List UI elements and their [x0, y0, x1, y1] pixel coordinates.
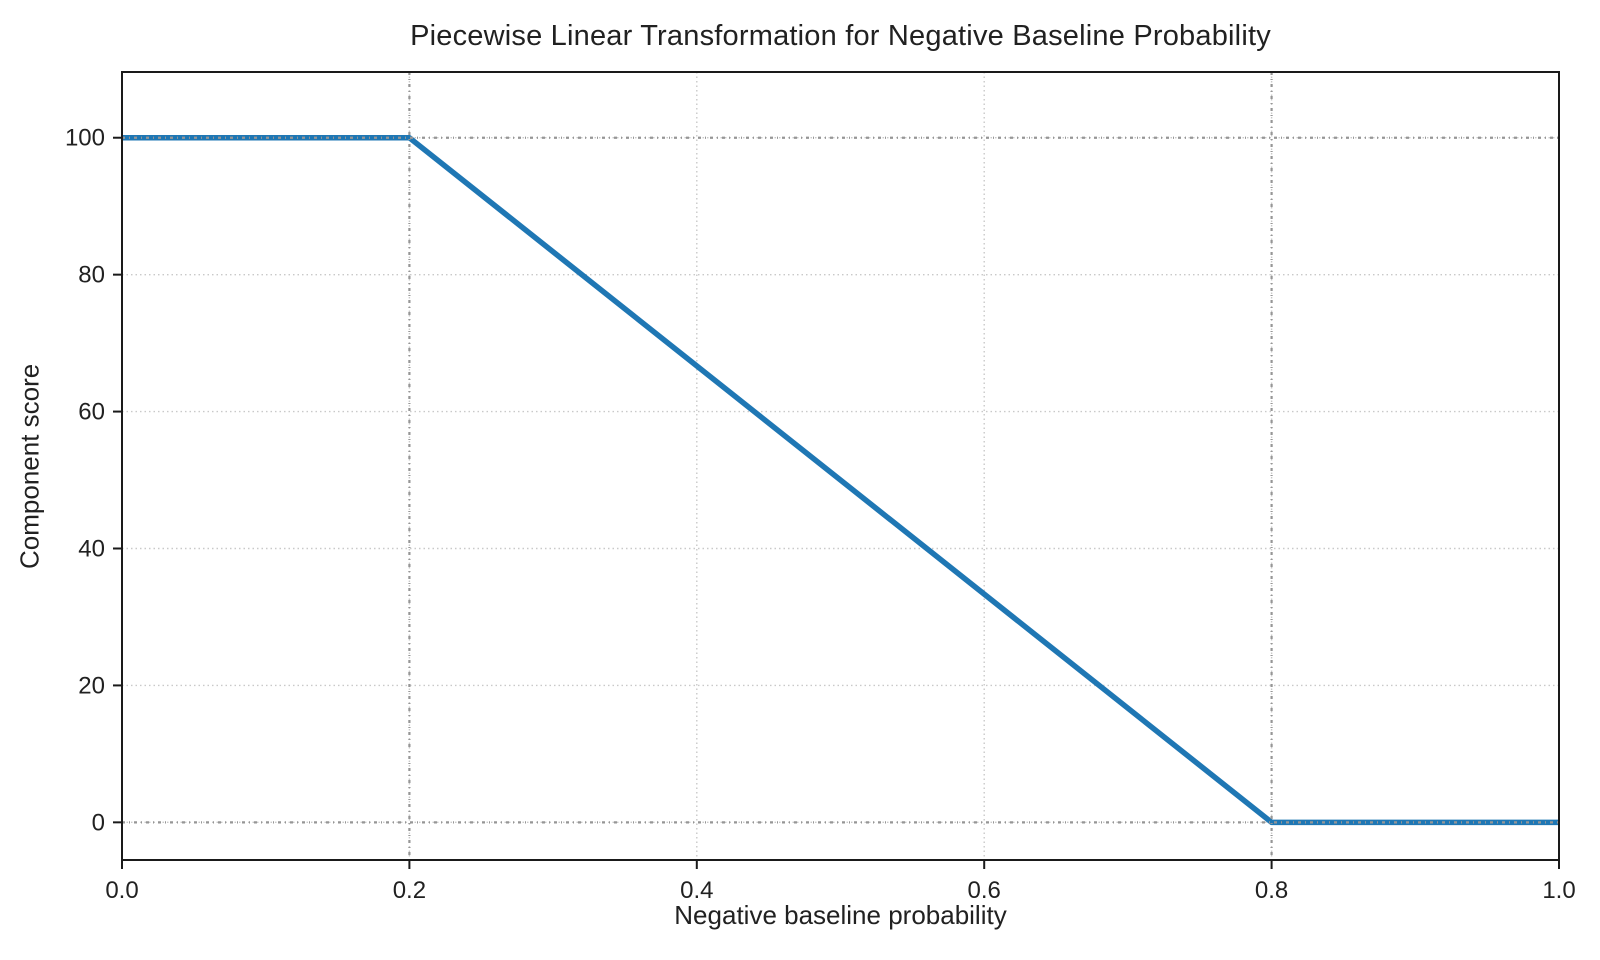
y-tick-label: 0 — [92, 809, 105, 836]
y-tick-label: 100 — [65, 125, 105, 152]
x-tick-label: 0.6 — [968, 877, 1001, 904]
x-tick-label: 0.8 — [1255, 877, 1288, 904]
y-tick-label: 20 — [78, 672, 105, 699]
chart-title: Piecewise Linear Transformation for Nega… — [410, 20, 1271, 52]
x-axis-label: Negative baseline probability — [674, 900, 1007, 930]
y-tick-label: 80 — [78, 262, 105, 289]
x-tick-label: 0.4 — [680, 877, 713, 904]
y-tick-label: 40 — [78, 535, 105, 562]
plot-border — [121, 71, 1560, 861]
y-axis-label: Component score — [14, 363, 45, 569]
x-tick-label: 0.0 — [105, 877, 138, 904]
series-line — [122, 134, 1559, 826]
x-tick-label: 1.0 — [1542, 877, 1575, 904]
x-tick-label: 0.2 — [393, 877, 426, 904]
y-tick-label: 60 — [78, 399, 105, 426]
